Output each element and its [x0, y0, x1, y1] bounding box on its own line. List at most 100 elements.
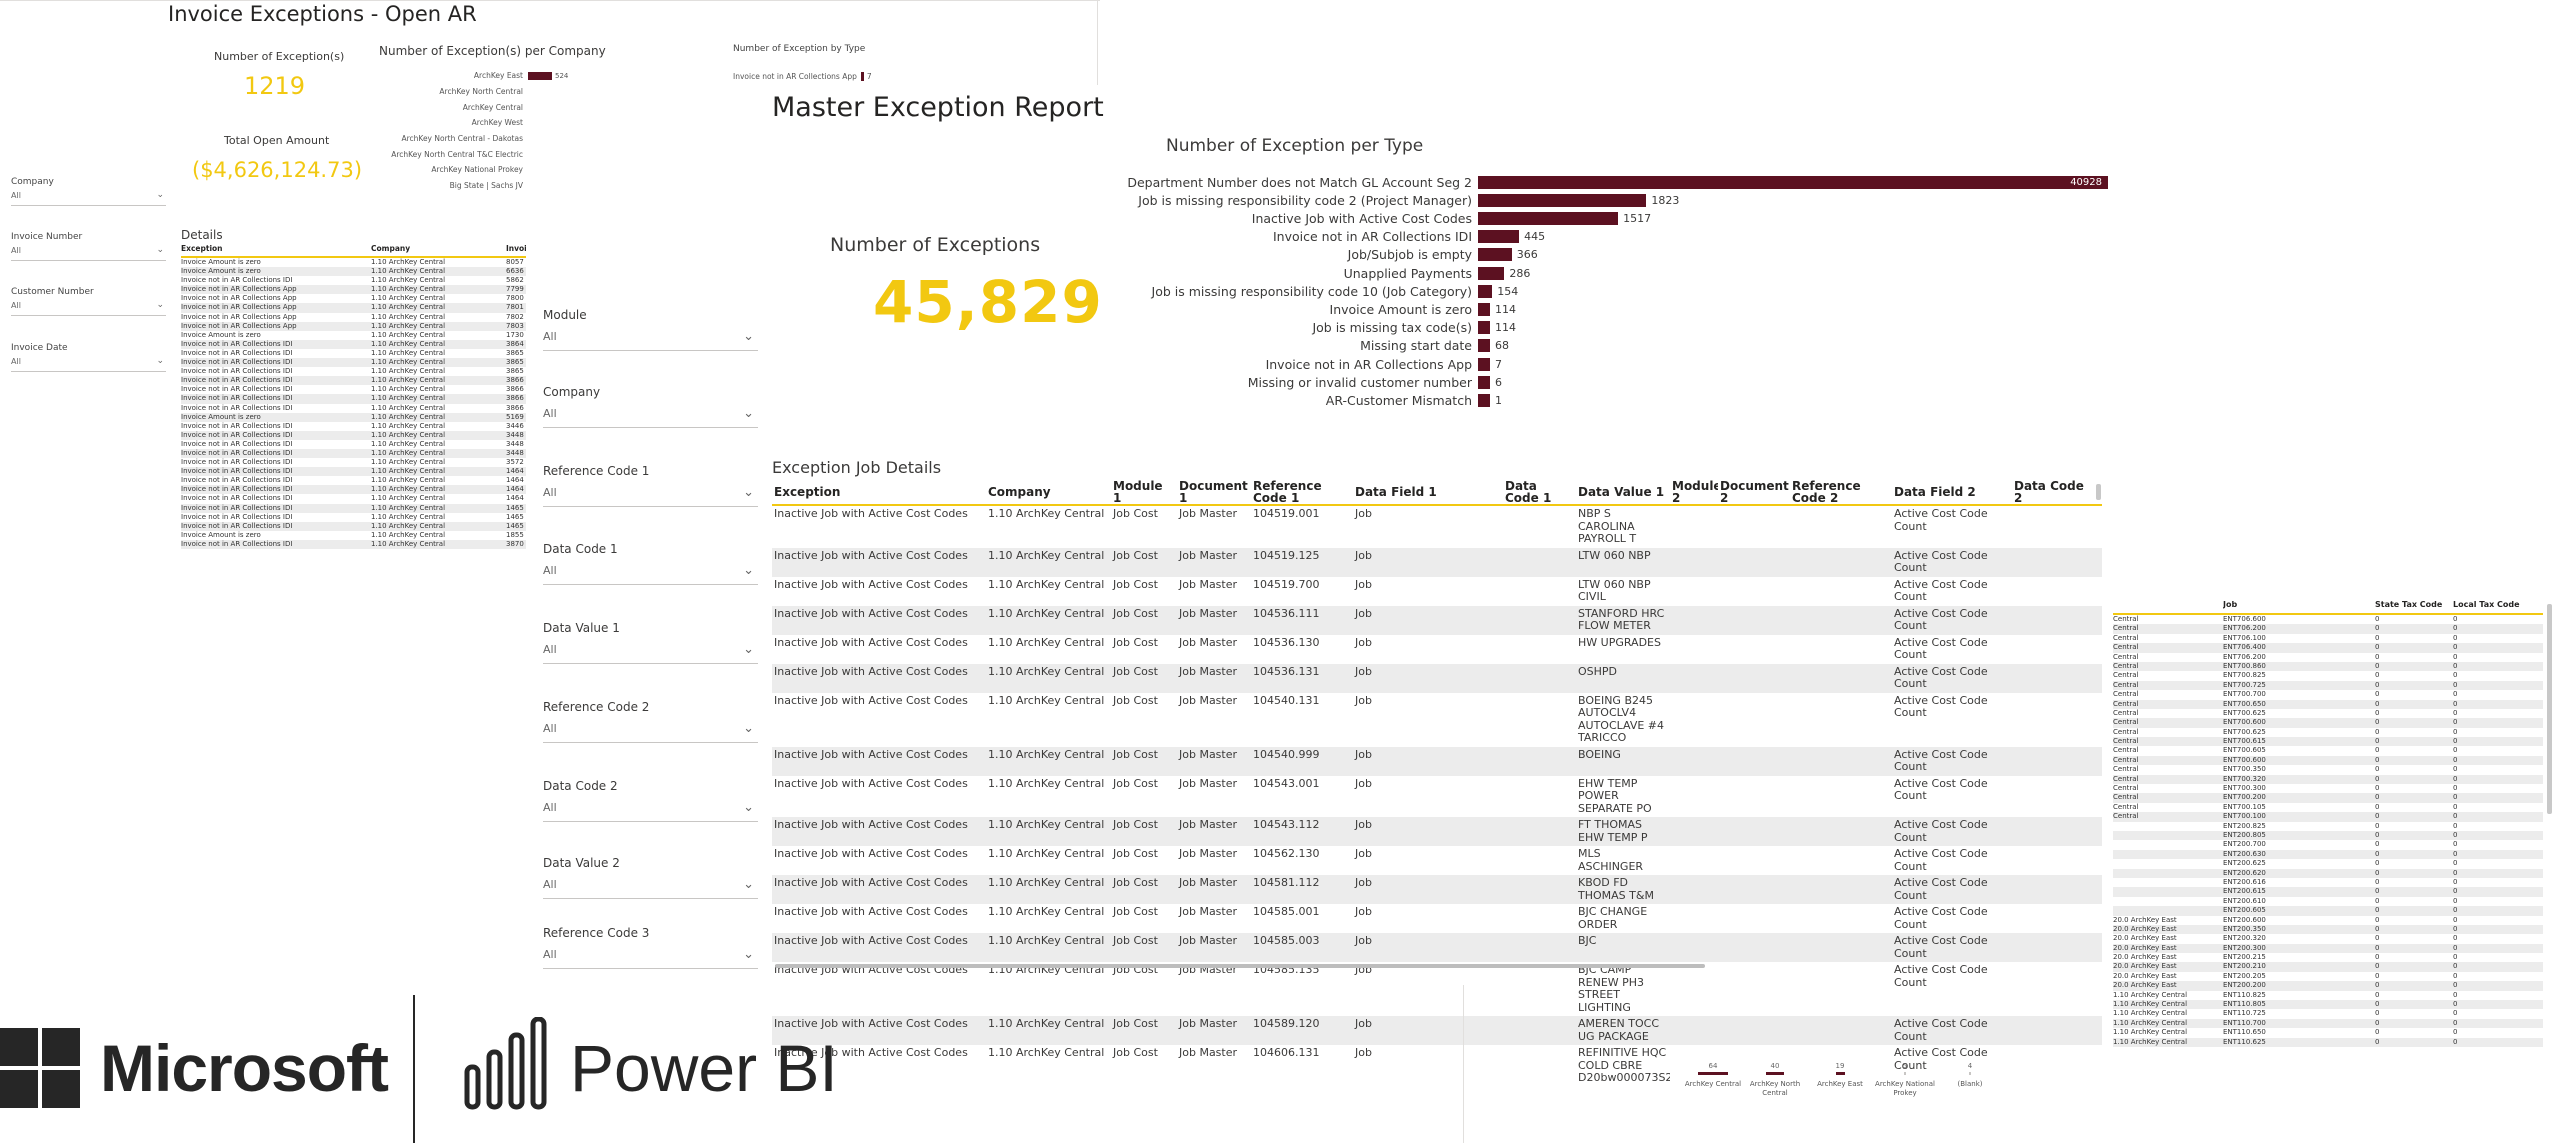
slicer-company[interactable]: Company All ⌄ — [543, 385, 758, 428]
table-row[interactable]: Inactive Job with Active Cost Codes 1.10 … — [772, 506, 2102, 548]
type-bar-row[interactable]: Missing start date 68 — [1100, 337, 1509, 355]
table-row[interactable]: Central ENT700.600 0 0 — [2113, 718, 2543, 728]
table-row[interactable]: ENT200.620 0 0 — [2113, 868, 2543, 878]
slicer-data-value-1[interactable]: Data Value 1 All ⌄ — [543, 621, 758, 664]
slicer-dropdown[interactable]: All ⌄ — [11, 300, 166, 316]
type-bar-row[interactable]: Invoice Amount is zero 114 — [1100, 300, 1516, 318]
slicer-dropdown[interactable]: All ⌄ — [11, 245, 166, 261]
type-bar-row[interactable]: Invoice not in AR Collections App 7 — [1100, 355, 1502, 373]
slicer-invoice-number-small[interactable]: Invoice Number All ⌄ — [11, 232, 166, 261]
table-row[interactable]: 20.0 ArchKey East ENT200.600 0 0 — [2113, 916, 2543, 925]
table-row[interactable]: ENT200.700 0 0 — [2113, 840, 2543, 849]
table-row[interactable]: Invoice Amount is zero 1.10 ArchKey Centr… — [181, 267, 526, 277]
table-row[interactable]: ENT200.615 0 0 — [2113, 887, 2543, 897]
mini-bar[interactable] — [1765, 1072, 1785, 1075]
table-row[interactable]: Invoice Amount is zero 1.10 ArchKey Centr… — [181, 412, 526, 422]
type-bar-row[interactable]: Department Number does not Match GL Acco… — [1100, 173, 2108, 191]
table-row[interactable]: ENT200.610 0 0 — [2113, 897, 2543, 906]
table-row[interactable]: Invoice not in AR Collections IDI 1.10 Ar… — [181, 521, 526, 531]
table-row[interactable]: 20.0 ArchKey East ENT200.200 0 0 — [2113, 981, 2543, 991]
table-row[interactable]: Central ENT706.100 0 0 — [2113, 634, 2543, 643]
table-row[interactable]: 1.10 ArchKey Central ENT110.650 0 0 — [2113, 1028, 2543, 1037]
table-row[interactable]: Invoice not in AR Collections IDI 1.10 Ar… — [181, 458, 526, 467]
table-row[interactable]: Inactive Job with Active Cost Codes 1.10 … — [772, 817, 2102, 846]
type-bar[interactable] — [1478, 211, 1619, 225]
company-bar-row[interactable]: ArchKey East 524 — [376, 68, 581, 84]
table-row[interactable]: Central ENT700.700 0 0 — [2113, 690, 2543, 699]
slicer-data-code-2[interactable]: Data Code 2 All ⌄ — [543, 779, 758, 822]
table-row[interactable]: 20.0 ArchKey East ENT200.210 0 0 — [2113, 962, 2543, 972]
type-bar-row[interactable]: Job/Subjob is empty 366 — [1100, 246, 1538, 264]
type-bar-row[interactable]: Job is missing responsibility code 2 (Pr… — [1100, 191, 1679, 209]
slicer-dropdown[interactable]: All ⌄ — [11, 190, 166, 206]
mini-bar-item[interactable]: 64 ArchKey Central — [1683, 1062, 1743, 1089]
type-bar-row[interactable]: Missing or invalid customer number 6 — [1100, 373, 1502, 391]
slicer-dropdown[interactable]: All ⌄ — [543, 485, 758, 507]
table-row[interactable]: Invoice not in AR Collections IDI 1.10 Ar… — [181, 385, 526, 394]
type-bar[interactable] — [1478, 357, 1490, 371]
vertical-scrollbar[interactable] — [2547, 604, 2552, 814]
mini-bar[interactable] — [1903, 1072, 1907, 1075]
mini-bar-item[interactable]: 40 ArchKey North Central — [1745, 1062, 1805, 1098]
table-row[interactable]: Inactive Job with Active Cost Codes 1.10 … — [772, 904, 2102, 933]
table-row[interactable]: Invoice not in AR Collections IDI 1.10 Ar… — [181, 467, 526, 477]
slicer-dropdown[interactable]: All ⌄ — [543, 563, 758, 585]
column-header[interactable]: Reference Code 2 — [1792, 478, 1861, 505]
column-header[interactable]: Data Field 1 — [1355, 484, 1437, 499]
table-row[interactable]: ENT200.805 0 0 — [2113, 830, 2543, 841]
table-row[interactable]: 1.10 ArchKey Central ENT110.625 0 0 — [2113, 1037, 2543, 1047]
mini-bar-item[interactable]: 4 (Blank) — [1940, 1062, 2000, 1089]
table-row[interactable]: 20.0 ArchKey East ENT200.320 0 0 — [2113, 934, 2543, 943]
company-bar-row[interactable]: ArchKey Central — [376, 99, 581, 115]
table-row[interactable]: Invoice not in AR Collections IDI 1.10 Ar… — [181, 494, 526, 503]
slicer-invoice-date-small[interactable]: Invoice Date All ⌄ — [11, 343, 166, 372]
mini-bar-item[interactable]: 19 ArchKey East — [1810, 1062, 1870, 1089]
table-row[interactable]: Inactive Job with Active Cost Codes 1.10 … — [772, 962, 2102, 1016]
slicer-dropdown[interactable]: All ⌄ — [543, 406, 758, 428]
table-row[interactable]: 20.0 ArchKey East ENT200.215 0 0 — [2113, 953, 2543, 962]
table-row[interactable]: Invoice not in AR Collections IDI 1.10 Ar… — [181, 367, 526, 376]
table-row[interactable]: Central ENT700.600 0 0 — [2113, 755, 2543, 766]
table-row[interactable]: Central ENT700.825 0 0 — [2113, 671, 2543, 680]
slicer-data-code-1[interactable]: Data Code 1 All ⌄ — [543, 542, 758, 585]
table-row[interactable]: Inactive Job with Active Cost Codes 1.10 … — [772, 746, 2102, 776]
table-row[interactable]: Inactive Job with Active Cost Codes 1.10 … — [772, 577, 2102, 606]
column-header[interactable] — [2113, 600, 2223, 613]
slicer-dropdown[interactable]: All ⌄ — [543, 329, 758, 351]
company-bar-row[interactable]: ArchKey National Prokey — [376, 162, 581, 178]
company-bar-row[interactable]: ArchKey North Central T&C Electric — [376, 146, 581, 162]
details-col-invoice[interactable]: Invoi — [506, 244, 526, 253]
table-row[interactable]: Central ENT706.200 0 0 — [2113, 624, 2543, 634]
table-row[interactable]: Invoice not in AR Collections App 1.10 Ar… — [181, 285, 526, 295]
type-bar[interactable] — [1478, 248, 1512, 262]
table-row[interactable]: Invoice not in AR Collections App 1.10 Ar… — [181, 303, 526, 313]
table-row[interactable]: Central ENT700.615 0 0 — [2113, 737, 2543, 747]
type-bar-row[interactable]: Job is missing responsibility code 10 (J… — [1100, 282, 1519, 300]
table-row[interactable]: Central ENT700.105 0 0 — [2113, 803, 2543, 812]
column-header[interactable]: Local Tax Code — [2453, 600, 2520, 609]
slicer-dropdown[interactable]: All ⌄ — [11, 356, 166, 372]
table-row[interactable]: Invoice not in AR Collections IDI 1.10 Ar… — [181, 440, 526, 449]
slicer-reference-code-3[interactable]: Reference Code 3 All ⌄ — [543, 926, 758, 969]
table-row[interactable]: Invoice not in AR Collections IDI 1.10 Ar… — [181, 339, 526, 349]
column-header[interactable]: Company — [988, 484, 1051, 499]
type-bar[interactable]: 40928 — [1478, 175, 2108, 189]
table-row[interactable]: Invoice not in AR Collections App 1.10 Ar… — [181, 321, 526, 331]
table-row[interactable]: Inactive Job with Active Cost Codes 1.10 … — [772, 1016, 2102, 1045]
table-row[interactable]: Central ENT706.600 0 0 — [2113, 615, 2543, 624]
table-row[interactable]: Invoice Amount is zero 1.10 ArchKey Centr… — [181, 531, 526, 540]
slicer-company-small[interactable]: Company All ⌄ — [11, 177, 166, 206]
column-header[interactable]: Exception — [774, 484, 841, 499]
column-header[interactable]: Data Code 1 — [1505, 478, 1552, 505]
slicer-reference-code-1[interactable]: Reference Code 1 All ⌄ — [543, 464, 758, 507]
horizontal-scrollbar[interactable] — [775, 964, 1705, 968]
type-bar[interactable] — [1478, 284, 1493, 298]
table-row[interactable]: Invoice not in AR Collections IDI 1.10 Ar… — [181, 503, 526, 513]
table-row[interactable]: Central ENT700.300 0 0 — [2113, 784, 2543, 793]
column-header[interactable]: Data Value 1 — [1578, 484, 1665, 499]
company-bar[interactable] — [528, 71, 552, 80]
table-row[interactable]: Inactive Job with Active Cost Codes 1.10 … — [772, 547, 2102, 577]
table-row[interactable]: Invoice Amount is zero 1.10 ArchKey Centr… — [181, 258, 526, 267]
company-bar-row[interactable]: ArchKey North Central — [376, 84, 581, 100]
table-row[interactable]: 1.10 ArchKey Central ENT110.825 0 0 — [2113, 991, 2543, 1000]
